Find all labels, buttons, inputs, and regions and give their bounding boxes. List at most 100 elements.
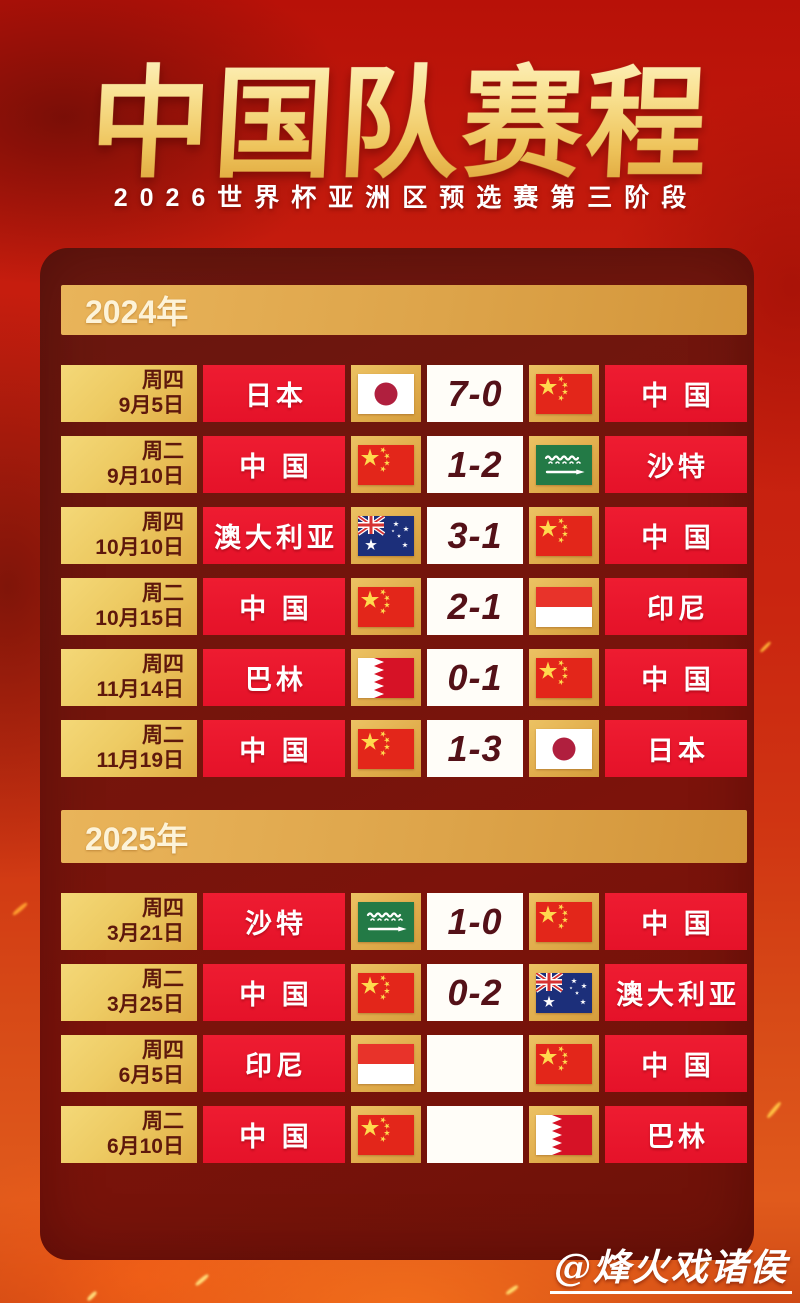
- ember-spark: [11, 901, 29, 917]
- match-row: 周二 6月10日 中 国 巴林: [61, 1106, 747, 1163]
- match-row: 周四 3月21日 沙特 1-0 中 国: [61, 893, 747, 950]
- away-team-name: 中 国: [605, 649, 747, 706]
- match-score: 2-1: [427, 578, 523, 635]
- author-watermark: @烽火戏诸侯: [550, 1247, 792, 1294]
- ember-spark: [86, 1290, 98, 1302]
- ember-spark: [194, 1273, 210, 1287]
- match-weekday: 周四: [142, 897, 184, 921]
- match-list-2025: 周四 3月21日 沙特 1-0 中 国 周二 3月25日 中 国: [61, 893, 747, 1163]
- match-date: 6月5日: [118, 1063, 184, 1087]
- flag-china-icon: [351, 578, 421, 635]
- flag-australia-icon: [351, 507, 421, 564]
- page-subtitle: 2026世界杯亚洲区预选赛第三阶段: [113, 184, 699, 212]
- away-team-name: 中 国: [605, 893, 747, 950]
- section-year-label: 2024年: [85, 294, 189, 330]
- match-score: 1-0: [427, 893, 523, 950]
- flag-japan-icon: [351, 365, 421, 422]
- section-header-2025: 2025年: [61, 810, 747, 863]
- flag-bahrain-icon: [351, 649, 421, 706]
- away-team-name: 印尼: [605, 578, 747, 635]
- match-date-cell: 周二 3月25日: [61, 964, 197, 1021]
- match-score: 7-0: [427, 365, 523, 422]
- match-date-cell: 周二 9月10日: [61, 436, 197, 493]
- flag-china-icon: [529, 507, 599, 564]
- match-weekday: 周四: [142, 653, 184, 677]
- flag-saudi-icon: [529, 436, 599, 493]
- away-team-name: 中 国: [605, 1035, 747, 1092]
- home-team-name: 沙特: [203, 893, 345, 950]
- ember-spark: [505, 1284, 519, 1296]
- flag-australia-icon: [529, 964, 599, 1021]
- match-row: 周四 11月14日 巴林 0-1 中 国: [61, 649, 747, 706]
- flag-china-icon: [351, 1106, 421, 1163]
- flag-china-icon: [529, 365, 599, 422]
- away-team-name: 中 国: [605, 507, 747, 564]
- home-team-name: 巴林: [203, 649, 345, 706]
- match-date: 11月19日: [96, 748, 184, 772]
- flag-saudi-icon: [351, 893, 421, 950]
- match-weekday: 周四: [142, 511, 184, 535]
- match-date-cell: 周四 10月10日: [61, 507, 197, 564]
- flag-china-icon: [351, 964, 421, 1021]
- match-date-cell: 周二 6月10日: [61, 1106, 197, 1163]
- schedule-card: 2024年 周四 9月5日 日本 7-0 中 国 周二 9月10日 中 国: [40, 248, 754, 1260]
- home-team-name: 中 国: [203, 578, 345, 635]
- flag-china-icon: [351, 720, 421, 777]
- match-weekday: 周二: [142, 582, 184, 606]
- match-date: 10月10日: [95, 535, 184, 559]
- flag-china-icon: [529, 1035, 599, 1092]
- match-weekday: 周四: [142, 1039, 184, 1063]
- match-score: [427, 1035, 523, 1092]
- match-date: 6月10日: [106, 1134, 184, 1158]
- home-team-name: 中 国: [203, 720, 345, 777]
- flag-china-icon: [351, 436, 421, 493]
- match-score: 3-1: [427, 507, 523, 564]
- match-date: 3月25日: [106, 992, 184, 1016]
- match-date: 10月15日: [95, 606, 184, 630]
- match-date: 3月21日: [106, 921, 184, 945]
- match-weekday: 周二: [142, 1110, 184, 1134]
- match-date-cell: 周二 11月19日: [61, 720, 197, 777]
- match-weekday: 周二: [142, 440, 184, 464]
- match-row: 周四 9月5日 日本 7-0 中 国: [61, 365, 747, 422]
- away-team-name: 中 国: [605, 365, 747, 422]
- section-year-label: 2025年: [85, 820, 189, 857]
- match-row: 周四 10月10日 澳大利亚 3-1: [61, 507, 747, 564]
- match-score: 1-2: [427, 436, 523, 493]
- home-team-name: 中 国: [203, 1106, 345, 1163]
- match-date: 11月14日: [96, 677, 184, 701]
- ember-spark: [766, 1101, 782, 1119]
- match-date-cell: 周二 10月15日: [61, 578, 197, 635]
- match-row: 周二 3月25日 中 国 0-2: [61, 964, 747, 1021]
- home-team-name: 日本: [203, 365, 345, 422]
- away-team-name: 澳大利亚: [605, 964, 747, 1021]
- match-row: 周二 9月10日 中 国 1-2 沙特: [61, 436, 747, 493]
- flag-indonesia-icon: [529, 578, 599, 635]
- flag-japan-icon: [529, 720, 599, 777]
- match-weekday: 周四: [142, 369, 184, 393]
- match-score: 0-2: [427, 964, 523, 1021]
- match-date: 9月10日: [106, 464, 184, 488]
- home-team-name: 澳大利亚: [203, 507, 345, 564]
- match-date-cell: 周四 6月5日: [61, 1035, 197, 1092]
- flag-indonesia-icon: [351, 1035, 421, 1092]
- match-weekday: 周二: [142, 968, 184, 992]
- away-team-name: 巴林: [605, 1106, 747, 1163]
- home-team-name: 中 国: [203, 436, 345, 493]
- match-score: 1-3: [427, 720, 523, 777]
- match-score: 0-1: [427, 649, 523, 706]
- match-date-cell: 周四 11月14日: [61, 649, 197, 706]
- ember-spark: [759, 640, 772, 654]
- flag-china-icon: [529, 893, 599, 950]
- flag-bahrain-icon: [529, 1106, 599, 1163]
- match-row: 周四 6月5日 印尼 中 国: [61, 1035, 747, 1092]
- match-weekday: 周二: [142, 724, 184, 748]
- home-team-name: 中 国: [203, 964, 345, 1021]
- match-date-cell: 周四 3月21日: [61, 893, 197, 950]
- away-team-name: 日本: [605, 720, 747, 777]
- match-date: 9月5日: [118, 393, 184, 417]
- match-row: 周二 11月19日 中 国 1-3 日本: [61, 720, 747, 777]
- match-score: [427, 1106, 523, 1163]
- match-row: 周二 10月15日 中 国 2-1 印尼: [61, 578, 747, 635]
